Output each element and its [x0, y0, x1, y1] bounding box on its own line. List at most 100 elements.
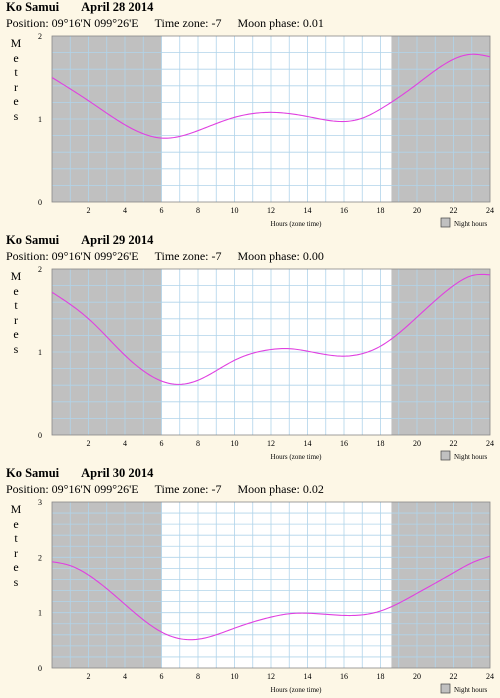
- date-label: April 30 2014: [81, 466, 154, 480]
- tide-point: [453, 58, 455, 60]
- y-axis-letter: e: [13, 327, 19, 341]
- tide-point: [51, 561, 53, 563]
- tide-point: [51, 291, 53, 293]
- legend-swatch: [440, 450, 451, 461]
- tide-point: [416, 316, 418, 318]
- position-label: Position: 09°16'N 099°26'E: [6, 249, 139, 263]
- tide-point: [197, 638, 199, 640]
- legend-swatch: [440, 217, 451, 228]
- x-tick-label: 12: [267, 206, 275, 215]
- x-tick-label: 24: [486, 672, 494, 681]
- location-label: Ko Samui: [6, 0, 60, 14]
- tide-point: [453, 285, 455, 287]
- y-tick-label: 2: [38, 265, 42, 274]
- y-axis-letter: M: [10, 36, 22, 50]
- date-label: April 29 2014: [81, 233, 154, 247]
- chart-subheader-2: Position: 09°16'N 099°26'E Time zone: -7 M…: [6, 482, 340, 497]
- x-tick-label: 24: [486, 206, 494, 215]
- x-tick-label: 22: [450, 206, 458, 215]
- tide-point: [179, 136, 181, 138]
- y-axis-letter: e: [13, 283, 19, 298]
- tide-point: [380, 345, 382, 347]
- x-tick-label: 10: [231, 672, 239, 681]
- tide-point: [197, 130, 199, 132]
- y-axis-letter: r: [14, 545, 18, 560]
- x-tick-label: 12: [267, 439, 275, 448]
- tide-point: [51, 77, 53, 79]
- location-label: Ko Samui: [6, 466, 60, 480]
- y-axis-label: M e t r e s: [10, 502, 22, 589]
- tide-point: [489, 56, 491, 58]
- tide-point: [288, 613, 290, 615]
- tide-point: [197, 379, 199, 381]
- x-tick-label: 8: [196, 206, 200, 215]
- legend-label: Night hours: [454, 453, 488, 461]
- tide-point: [88, 574, 90, 576]
- plot-frame: [51, 501, 491, 669]
- position-label: Position: 09°16'N 099°26'E: [6, 16, 139, 30]
- x-tick-label: 10: [231, 206, 239, 215]
- y-axis-label: M e t r e s: [10, 269, 22, 356]
- tide-point: [343, 615, 345, 617]
- x-tick-label: 18: [377, 672, 385, 681]
- moon-phase-label: Moon phase: 0.00: [237, 249, 324, 263]
- moon-phase-label: Moon phase: 0.01: [237, 16, 324, 30]
- timezone-label: Time zone: -7: [154, 249, 222, 263]
- chart-header-1: Ko Samui April 29 2014: [6, 233, 153, 248]
- tide-point: [489, 274, 491, 276]
- x-tick-label: 10: [231, 439, 239, 448]
- x-tick-label: 14: [304, 439, 312, 448]
- legend-label: Night hours: [454, 220, 488, 228]
- tide-point: [416, 593, 418, 595]
- legend-swatch: [440, 683, 451, 694]
- y-axis-letter: r: [14, 312, 18, 327]
- y-tick-label: 1: [38, 115, 42, 124]
- moon-phase-label: Moon phase: 0.02: [237, 482, 324, 496]
- x-tick-label: 6: [160, 439, 164, 448]
- y-axis-letter: t: [14, 65, 18, 79]
- tide-point: [161, 137, 163, 139]
- y-axis-label: M e t r e s: [10, 36, 22, 123]
- y-tick-label: 1: [38, 348, 42, 357]
- x-tick-label: 16: [340, 672, 348, 681]
- y-axis-letter: e: [13, 94, 19, 108]
- y-tick-label: 0: [38, 664, 42, 673]
- y-axis-letter: t: [14, 298, 18, 312]
- tide-point: [471, 562, 473, 564]
- tide-point: [234, 117, 236, 119]
- x-axis-label: Hours (zone time): [271, 220, 323, 228]
- x-tick-label: 22: [450, 672, 458, 681]
- tide-curve: [51, 555, 491, 641]
- y-axis-letter: s: [13, 341, 19, 356]
- tide-point: [234, 627, 236, 629]
- tide-point: [270, 349, 272, 351]
- tide-point: [161, 380, 163, 382]
- tide-point: [88, 318, 90, 320]
- tide-point: [343, 121, 345, 123]
- tide-point: [307, 350, 309, 352]
- x-tick-label: 20: [413, 672, 421, 681]
- x-tick-label: 2: [87, 439, 91, 448]
- x-tick-label: 22: [450, 439, 458, 448]
- tide-point: [124, 604, 126, 606]
- tide-point: [489, 555, 491, 557]
- x-tick-label: 24: [486, 439, 494, 448]
- x-tick-label: 16: [340, 439, 348, 448]
- x-tick-label: 18: [377, 206, 385, 215]
- tide-point: [234, 360, 236, 362]
- tide-chart-panel-0: Ko Samui April 28 2014 Position: 09°16'N …: [0, 0, 500, 232]
- x-tick-label: 16: [340, 206, 348, 215]
- tide-point: [307, 612, 309, 614]
- x-axis-label: Hours (zone time): [271, 453, 323, 461]
- x-tick-label: 20: [413, 439, 421, 448]
- tide-point: [453, 572, 455, 574]
- y-axis-letter: s: [13, 108, 19, 123]
- tide-curve: [51, 53, 491, 139]
- tide-point: [380, 108, 382, 110]
- position-label: Position: 09°16'N 099°26'E: [6, 482, 139, 496]
- tide-point: [307, 116, 309, 118]
- tide-point: [69, 565, 71, 567]
- x-tick-label: 8: [196, 672, 200, 681]
- x-tick-label: 20: [413, 206, 421, 215]
